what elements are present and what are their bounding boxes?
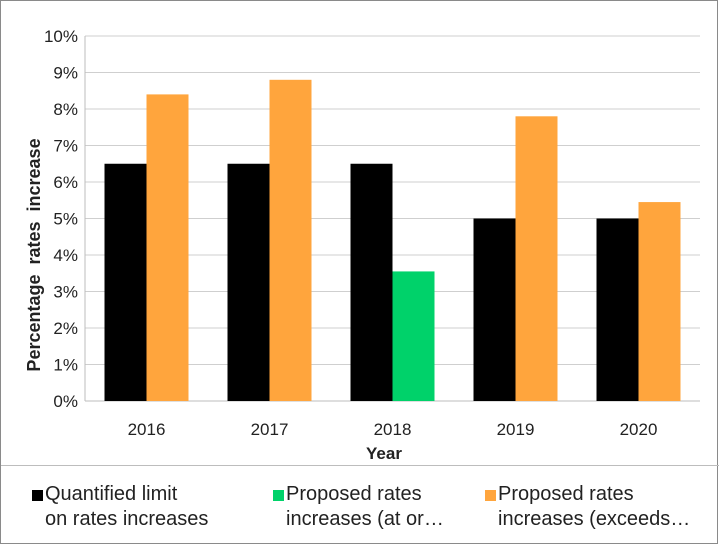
x-tick-label: 2017 [251,420,289,439]
x-tick-labels: 2016 2017 2018 2019 2020 [128,420,658,439]
legend-label-line2: increases (exceeds… [498,508,691,530]
bar-2020 [638,202,681,401]
y-tick-label: 10% [44,27,78,46]
bar-2017 [269,79,312,402]
y-tick-label: 7% [53,137,78,156]
legend-label-line1: Proposed rates [498,483,634,505]
y-tick-label: 2% [53,319,78,338]
legend-label-line2: increases (at or… [286,508,444,530]
bar-2016 [146,94,189,402]
x-axis-label: Year [366,444,402,463]
bar-chart: 0% 1% 2% 3% 4% 5% 6% 7% 8% 9% 10% 2016 2017 2018 2019… [24,27,700,463]
legend-divider [1,465,719,466]
legend: Quantified limit on rates increases Prop… [0,466,718,544]
y-tick-label: 9% [53,64,78,83]
legend-label-line2: on rates increases [45,508,209,530]
bar-2018 [392,271,435,401]
bar-2018 [350,163,393,401]
y-tick-label: 0% [53,392,78,411]
y-tick-label: 6% [53,173,78,192]
bar-2016 [104,163,147,401]
y-tick-label: 3% [53,283,78,302]
legend-swatch-black [32,490,43,501]
bar-2019 [515,116,558,402]
bar-2020 [596,218,639,401]
x-tick-label: 2019 [497,420,535,439]
y-tick-label: 4% [53,246,78,265]
y-tick-label: 5% [53,210,78,229]
y-tick-label: 1% [53,356,78,375]
bar-2017 [227,163,270,401]
legend-swatch-green [273,490,284,501]
legend-swatch-orange [485,490,496,501]
bar-2019 [473,218,516,401]
x-tick-label: 2016 [128,420,166,439]
x-tick-label: 2018 [374,420,412,439]
bars [104,79,681,402]
legend-label-line1: Proposed rates [286,483,422,505]
y-axis-label: Percentage rates increase [24,138,44,371]
y-tick-labels: 0% 1% 2% 3% 4% 5% 6% 7% 8% 9% 10% [44,27,78,411]
y-tick-label: 8% [53,100,78,119]
x-tick-label: 2020 [620,420,658,439]
legend-label-line1: Quantified limit [45,483,178,505]
